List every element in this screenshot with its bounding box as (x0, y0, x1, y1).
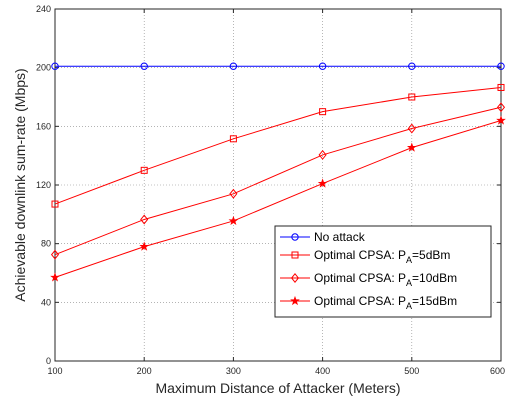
legend-label: Optimal CPSA: PA=5dBm (314, 248, 450, 265)
legend-item: Optimal CPSA: PA=15dBm (280, 294, 457, 311)
diamond-marker (229, 188, 238, 199)
diamond-marker (140, 214, 149, 225)
square-marker (319, 108, 327, 116)
star-marker (139, 241, 150, 251)
square-marker (51, 200, 59, 208)
series-line (54, 119, 502, 278)
circle-marker (497, 62, 505, 70)
x-tick-label: 100 (47, 366, 62, 376)
circle-marker (51, 62, 59, 70)
star-marker (228, 215, 239, 226)
square-marker (291, 251, 299, 259)
circle-marker (291, 233, 299, 241)
series-line (54, 86, 502, 205)
diamond-marker (318, 149, 327, 160)
y-tick-label: 160 (36, 121, 51, 131)
legend-item: No attack (280, 230, 366, 244)
x-tick-label: 400 (315, 366, 330, 376)
y-tick-label: 80 (41, 239, 51, 249)
star-marker (290, 295, 300, 306)
diamond-marker (496, 102, 506, 113)
legend-label: Optimal CPSA: PA=10dBm (314, 271, 457, 288)
y-tick-label: 0 (46, 356, 51, 366)
series-4 (50, 115, 506, 282)
series-2 (51, 83, 505, 208)
y-tick-label: 120 (36, 180, 51, 190)
legend-item: Optimal CPSA: PA=5dBm (280, 248, 450, 265)
series-group (50, 62, 506, 282)
legend-label: Optimal CPSA: PA=15dBm (314, 294, 457, 311)
axis-ticks: 0 40 80 120 160 200 240 100 200 300 400 500 600 (36, 4, 505, 376)
y-tick-label: 240 (36, 4, 51, 14)
legend-label: No attack (314, 230, 366, 244)
circle-marker (229, 62, 238, 70)
star-marker (406, 142, 417, 152)
legend-box (274, 225, 492, 318)
diamond-marker (407, 123, 416, 134)
circle-marker (318, 62, 327, 70)
legend-item: Optimal CPSA: PA=10dBm (280, 271, 457, 288)
diamond-marker (290, 273, 300, 283)
square-marker (140, 166, 148, 174)
x-tick-label: 200 (137, 366, 152, 376)
x-tick-label: 600 (490, 366, 505, 376)
series-3 (50, 102, 506, 260)
legend: No attack Optimal CPSA: PA=5dBm Optimal CP… (274, 225, 492, 318)
y-tick-label: 200 (36, 63, 51, 73)
circle-marker (408, 62, 416, 70)
series-line (54, 106, 502, 256)
star-marker (50, 272, 60, 282)
diamond-marker (50, 249, 60, 260)
square-marker (229, 135, 237, 143)
x-axis-label: Maximum Distance of Attacker (Meters) (155, 380, 400, 396)
square-marker (408, 93, 416, 101)
series-1 (51, 62, 505, 70)
x-tick-label: 300 (226, 366, 241, 376)
x-tick-label: 500 (404, 366, 419, 376)
y-axis-label: Achievable downlink sum-rate (Mbps) (12, 68, 28, 301)
y-tick-label: 40 (41, 297, 51, 307)
circle-marker (140, 62, 148, 70)
star-marker (317, 178, 328, 188)
star-marker (496, 115, 506, 125)
square-marker (497, 83, 505, 91)
